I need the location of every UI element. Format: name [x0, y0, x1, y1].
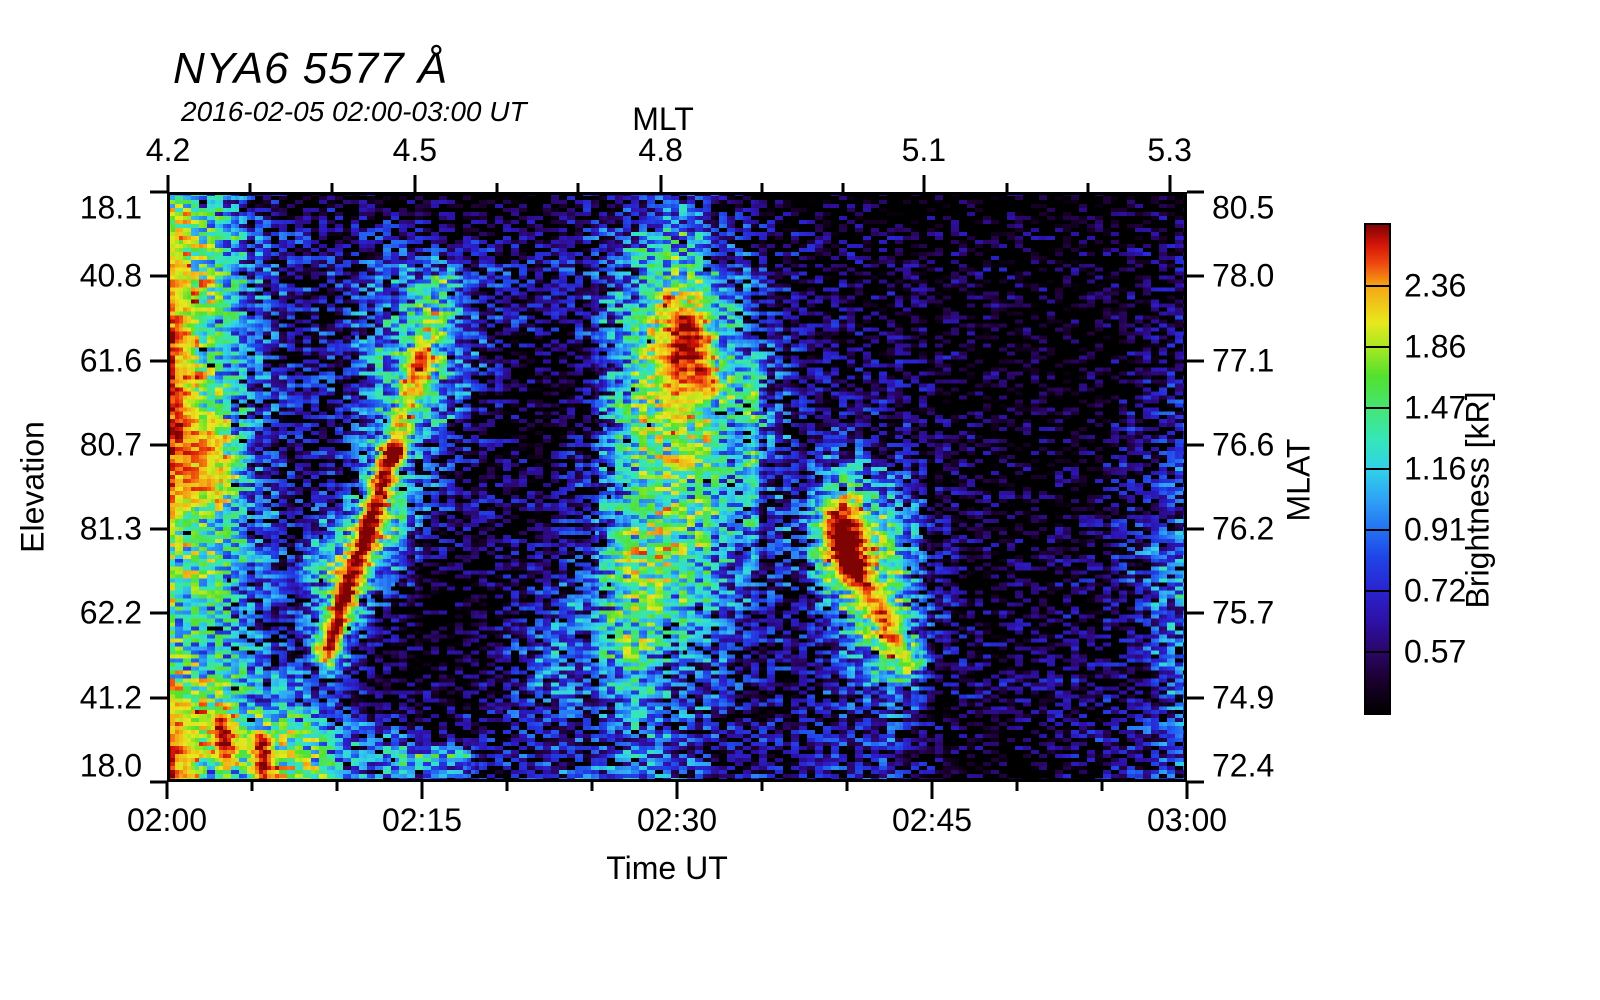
- top-axis-minor-tick: [841, 183, 845, 192]
- bottom-tick-label: 02:15: [381, 802, 463, 838]
- bottom-axis-minor-tick: [845, 782, 849, 791]
- colorbar-divider: [1366, 651, 1389, 653]
- left-tick-label: 81.3: [79, 510, 142, 547]
- right-tick-label: 72.4: [1212, 747, 1275, 784]
- bottom-axis-minor-tick: [760, 782, 764, 791]
- top-axis-minor-tick: [1005, 183, 1009, 192]
- top-axis-minor-tick: [330, 183, 334, 192]
- left-axis-tick: [150, 190, 167, 194]
- right-tick-label: 74.9: [1212, 679, 1275, 716]
- colorbar-divider: [1366, 346, 1389, 348]
- top-axis-minor-tick: [495, 183, 499, 192]
- left-tick-label: 62.2: [79, 594, 142, 631]
- left-axis-tick: [150, 696, 167, 700]
- top-axis-minor-tick: [248, 183, 252, 192]
- right-axis-tick: [1187, 274, 1204, 278]
- bottom-axis-tick: [1185, 782, 1189, 799]
- left-axis-tick: [150, 443, 167, 447]
- top-axis-minor-tick: [576, 183, 580, 192]
- right-axis-tick: [1187, 190, 1204, 194]
- right-axis-title: MLAT: [1280, 438, 1317, 522]
- colorbar-tick-label: 1.86: [1404, 328, 1467, 365]
- left-tick-label: 18.0: [79, 747, 142, 784]
- colorbar-divider: [1366, 590, 1389, 592]
- right-tick-label: 75.7: [1212, 594, 1275, 631]
- colorbar-divider: [1366, 285, 1389, 287]
- top-tick-label: 4.8: [638, 132, 683, 168]
- right-axis-tick: [1187, 443, 1204, 447]
- top-axis-tick: [166, 175, 170, 192]
- top-axis-minor-tick: [1086, 183, 1090, 192]
- bottom-axis-minor-tick: [335, 782, 339, 791]
- colorbar-divider: [1366, 529, 1389, 531]
- top-axis-tick: [922, 175, 926, 192]
- top-axis-title: MLT: [632, 101, 694, 137]
- top-tick-label: 5.3: [1147, 132, 1192, 168]
- bottom-tick-label: 03:00: [1146, 802, 1228, 838]
- right-tick-label: 80.5: [1212, 189, 1275, 226]
- bottom-axis-tick: [165, 782, 169, 799]
- colorbar-tick-label: 1.47: [1404, 389, 1467, 426]
- left-axis-tick: [150, 274, 167, 278]
- left-tick-label: 61.6: [79, 342, 142, 379]
- plot-title: NYA6 5577 Å: [173, 44, 449, 93]
- colorbar-tick-label: 0.91: [1404, 511, 1467, 548]
- top-axis-tick: [659, 175, 663, 192]
- bottom-axis-minor-tick: [1100, 782, 1104, 791]
- right-tick-label: 76.6: [1212, 426, 1275, 463]
- right-axis-tick: [1187, 780, 1204, 784]
- left-axis-title: Elevation: [14, 421, 51, 553]
- left-axis-tick: [150, 611, 167, 615]
- right-axis-tick: [1187, 696, 1204, 700]
- bottom-axis-tick: [675, 782, 679, 799]
- colorbar-divider: [1366, 468, 1389, 470]
- top-axis-minor-tick: [760, 183, 764, 192]
- colorbar-divider: [1366, 407, 1389, 409]
- top-axis-tick: [413, 175, 417, 192]
- left-tick-label: 80.7: [79, 426, 142, 463]
- bottom-tick-label: 02:00: [126, 802, 208, 838]
- right-tick-label: 78.0: [1212, 257, 1275, 294]
- top-axis-tick: [1168, 175, 1172, 192]
- bottom-axis-tick: [930, 782, 934, 799]
- bottom-axis-minor-tick: [505, 782, 509, 791]
- colorbar-tick-label: 0.57: [1404, 633, 1467, 670]
- bottom-tick-label: 02:45: [891, 802, 973, 838]
- keogram-heatmap: [167, 192, 1187, 782]
- right-axis-tick: [1187, 611, 1204, 615]
- left-axis-tick: [150, 359, 167, 363]
- bottom-axis-title: Time UT: [606, 850, 728, 886]
- top-tick-label: 4.5: [392, 132, 438, 168]
- colorbar-tick-label: 2.36: [1404, 267, 1467, 304]
- colorbar-tick-label: 0.72: [1404, 572, 1467, 609]
- plot-subtitle: 2016-02-05 02:00-03:00 UT: [181, 96, 527, 127]
- top-tick-label: 5.1: [901, 132, 947, 168]
- keogram-plot-area: 4.2 4.5 4.8 5.1 5.3 02:00 02:15 02:30 02:45 03:00…: [80, 132, 1275, 838]
- right-axis-tick: [1187, 359, 1204, 363]
- colorbar-tick-label: 1.16: [1404, 450, 1467, 487]
- left-axis-tick: [150, 780, 167, 784]
- bottom-axis-tick: [420, 782, 424, 799]
- left-tick-label: 18.1: [79, 189, 142, 226]
- left-tick-label: 41.2: [79, 679, 142, 716]
- right-axis-tick: [1187, 527, 1204, 531]
- right-tick-label: 77.1: [1212, 342, 1275, 379]
- bottom-axis-minor-tick: [1015, 782, 1019, 791]
- bottom-tick-label: 02:30: [636, 802, 718, 838]
- top-tick-label: 4.2: [145, 132, 191, 168]
- colorbar: [1364, 223, 1391, 715]
- bottom-axis-minor-tick: [590, 782, 594, 791]
- left-axis-tick: [150, 527, 167, 531]
- right-tick-label: 76.2: [1212, 510, 1275, 547]
- left-tick-label: 40.8: [79, 257, 142, 294]
- bottom-axis-minor-tick: [250, 782, 254, 791]
